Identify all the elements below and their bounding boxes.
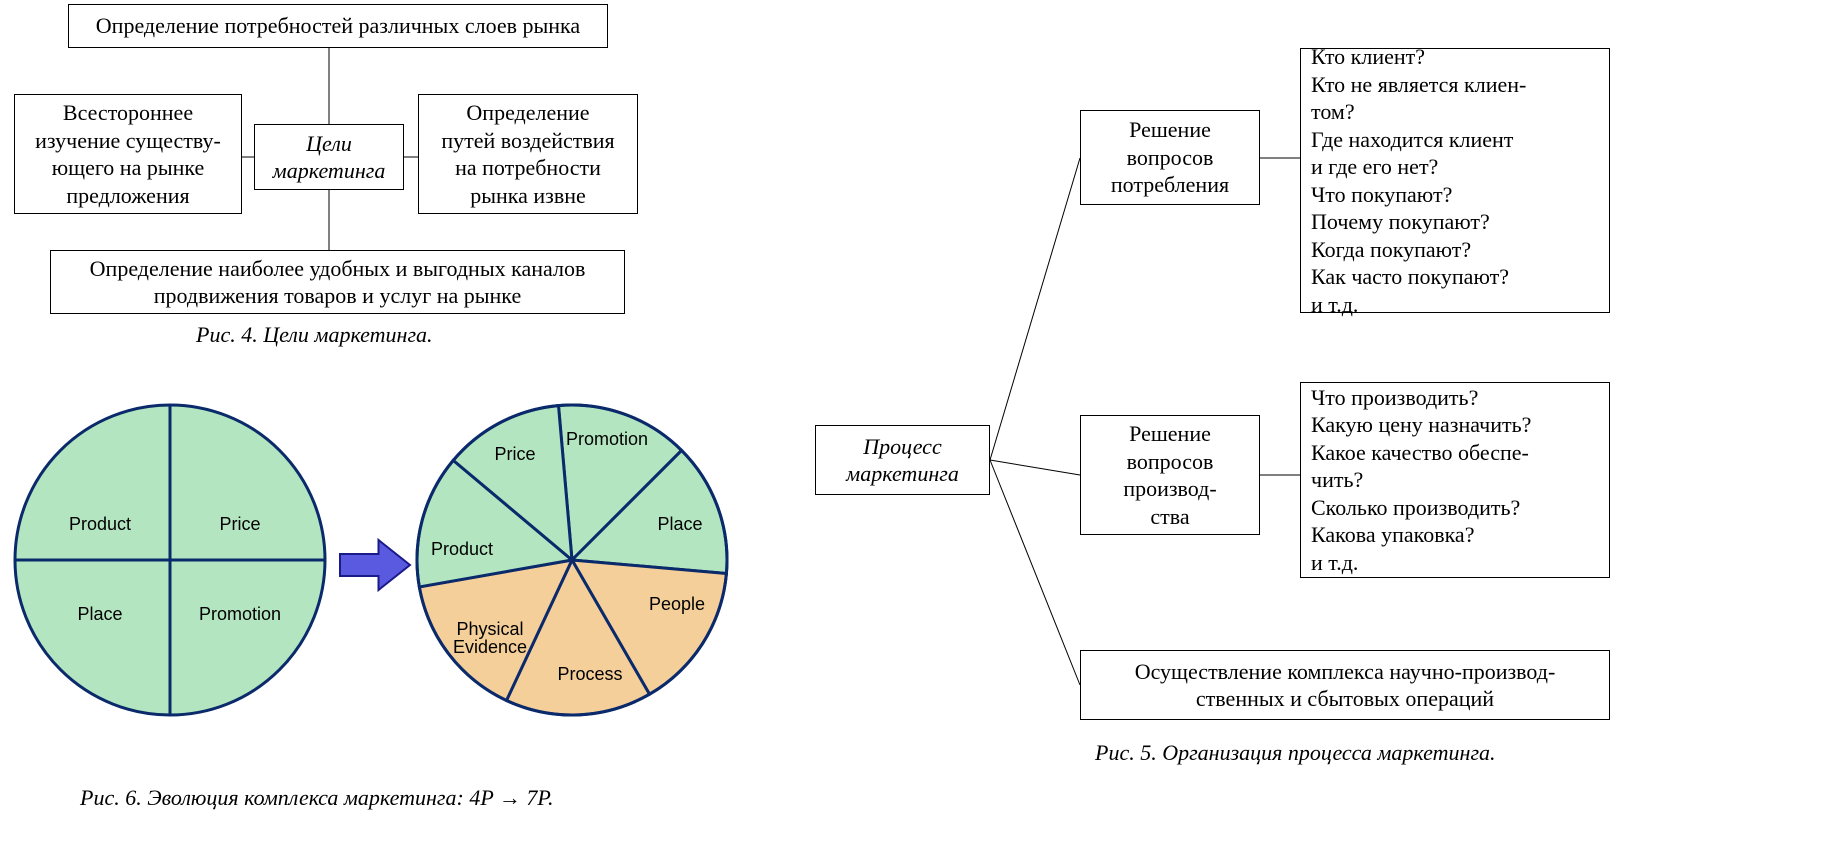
svg-text:Physical: Physical bbox=[456, 619, 523, 639]
svg-text:Price: Price bbox=[494, 444, 535, 464]
fig6-caption: Рис. 6. Эволюция комплекса маркетинга: 4… bbox=[80, 785, 553, 811]
svg-text:Evidence: Evidence bbox=[453, 637, 527, 657]
svg-text:People: People bbox=[649, 594, 705, 614]
svg-text:Product: Product bbox=[69, 514, 131, 534]
svg-text:Price: Price bbox=[219, 514, 260, 534]
svg-text:Promotion: Promotion bbox=[199, 604, 281, 624]
svg-text:Product: Product bbox=[431, 539, 493, 559]
fig6-svg: Product Price Place Promotion Promotion Place… bbox=[0, 0, 1848, 848]
page: Определение потребностей различных слоев… bbox=[0, 0, 1848, 848]
svg-text:Promotion: Promotion bbox=[566, 429, 648, 449]
svg-text:Process: Process bbox=[557, 664, 622, 684]
svg-text:Place: Place bbox=[77, 604, 122, 624]
svg-text:Place: Place bbox=[657, 514, 702, 534]
